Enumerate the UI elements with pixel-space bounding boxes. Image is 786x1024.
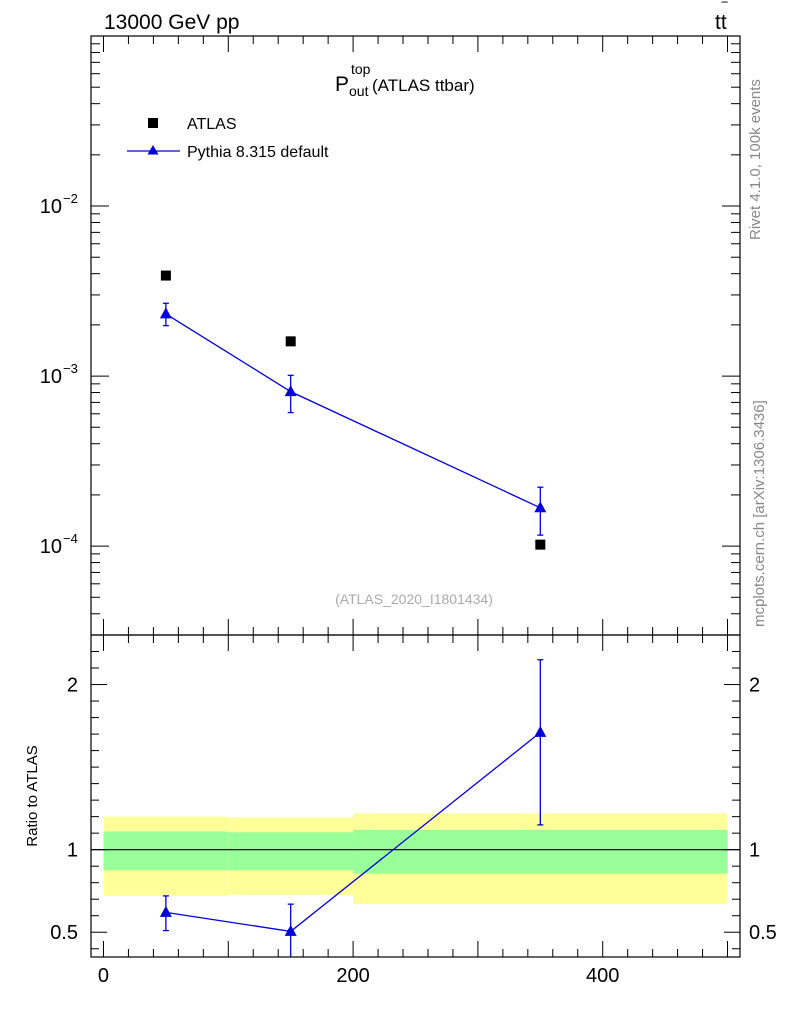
atlas-point (285, 336, 296, 347)
ratio-band-inner (353, 829, 728, 874)
analysis-watermark: (ATLAS_2020_I1801434) (335, 591, 493, 607)
legend-pythia-label: Pythia 8.315 default (187, 144, 329, 161)
pythia-point (284, 385, 297, 397)
main-y-tick-exponent: −4 (63, 531, 78, 546)
ratio-pythia-point (284, 924, 297, 936)
header-process-bar: ‾ (721, 1, 728, 18)
header-collision-label: 13000 GeV pp (104, 11, 239, 34)
legend: ATLAS Pythia 8.315 default (127, 116, 329, 161)
title-rest: (ATLAS ttbar) (372, 76, 475, 95)
pythia-point (534, 501, 547, 513)
ratio-pythia-point (159, 905, 172, 917)
main-y-tick-label: 10 (40, 536, 62, 558)
rivet-label: Rivet 4.1.0, 100k events (747, 79, 764, 240)
legend-atlas-label: ATLAS (187, 116, 237, 133)
ratio-y-tick-label: 2 (67, 675, 78, 697)
main-panel: 10−210−310−4 P top out (ATLAS ttbar) ATL… (40, 35, 741, 636)
ratio-y-tick-label-right: 0.5 (749, 922, 777, 944)
ratio-y-tick-label-right: 1 (749, 840, 760, 862)
main-y-tick-exponent: −2 (63, 191, 78, 206)
ratio-y-tick-label: 0.5 (50, 922, 78, 944)
plot-title: P top out (ATLAS ttbar) (335, 61, 475, 99)
atlas-point (160, 270, 171, 281)
main-y-tick-label: 10 (40, 196, 62, 218)
ratio-frame (90, 634, 741, 958)
title-subscript: out (349, 83, 369, 99)
pythia-point (159, 307, 172, 319)
ratio-panel: 2 2 1 1 0.5 0.5 0 200 400 Ratio to ATLAS (24, 634, 777, 987)
main-y-tick-label: 10 (40, 366, 62, 388)
legend-pythia-marker (147, 145, 159, 155)
ratio-band-inner (103, 831, 229, 871)
ratio-x-tick-label: 200 (336, 965, 369, 987)
ratio-y-tick-label: 1 (67, 840, 78, 862)
title-superscript: top (351, 61, 371, 77)
ratio-y-tick-label-right: 2 (749, 675, 760, 697)
legend-atlas-marker (148, 118, 158, 128)
pythia-series-line (165, 313, 541, 509)
title-main: P (335, 73, 349, 96)
ratio-band-inner (228, 832, 354, 871)
main-y-tick-exponent: −3 (63, 361, 78, 376)
header-process-label: tt (715, 11, 727, 34)
atlas-point (535, 539, 546, 550)
ratio-x-tick-label: 0 (98, 965, 109, 987)
ratio-pythia-point (534, 725, 547, 737)
ratio-x-tick-label: 400 (586, 965, 619, 987)
ratio-ylabel: Ratio to ATLAS (24, 745, 41, 846)
mcplots-label: mcplots.cern.ch [arXiv:1306.3436] (751, 400, 768, 627)
